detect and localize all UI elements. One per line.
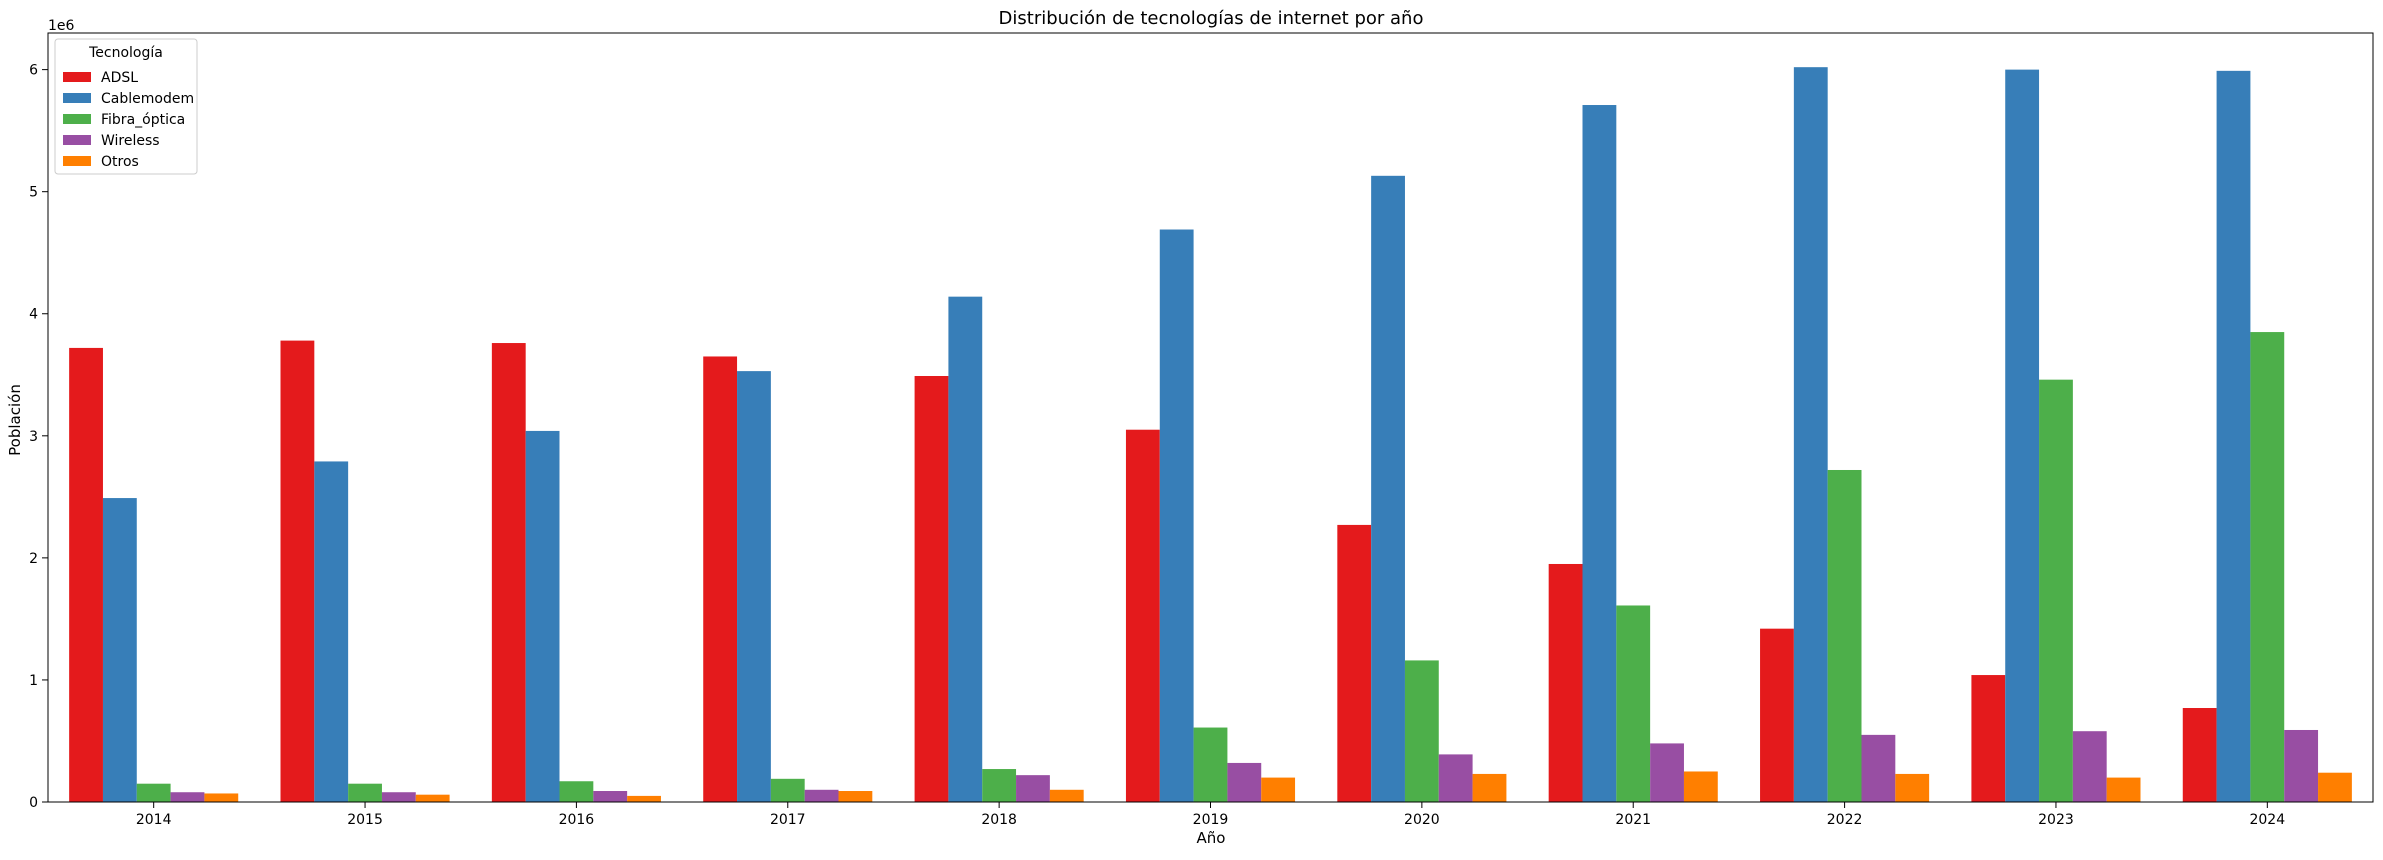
- bar-otros-2015: [415, 794, 450, 802]
- bar-cablemodem-2016: [525, 430, 560, 802]
- y-tick-label: 6: [29, 63, 38, 79]
- legend-label: Otros: [101, 154, 139, 170]
- bar-wireless-2014: [170, 792, 205, 802]
- bar-otros-2014: [204, 793, 239, 802]
- bar-fibra-ptica-2020: [1404, 660, 1439, 802]
- bar-otros-2022: [1895, 773, 1930, 802]
- y-tick-label: 1: [29, 673, 38, 689]
- legend-swatch: [63, 135, 91, 145]
- bar-wireless-2024: [2284, 729, 2319, 802]
- bar-cablemodem-2022: [1793, 67, 1828, 803]
- x-axis-title: Año: [1197, 829, 1226, 847]
- bar-adsl-2024: [2182, 708, 2217, 802]
- y-axis-title: Población: [6, 384, 24, 456]
- bar-adsl-2015: [280, 340, 315, 802]
- x-tick-label: 2018: [981, 812, 1017, 828]
- legend-swatch: [63, 114, 91, 124]
- bar-fibra-ptica-2014: [136, 783, 171, 802]
- x-axis-ticks: 2014 2015 2016 2017 2018 2019 2020 2021 2022 2023…: [136, 802, 2285, 828]
- y-tick-label: 5: [29, 185, 38, 201]
- bar-cablemodem-2017: [737, 371, 771, 802]
- bar-cablemodem-2023: [2005, 69, 2040, 803]
- x-tick-label: 2024: [2249, 812, 2285, 828]
- bar-fibra-ptica-2016: [559, 781, 594, 802]
- x-tick-label: 2021: [1615, 812, 1651, 828]
- bar-adsl-2017: [703, 356, 738, 802]
- y-axis-offset-label: 1e6: [48, 18, 75, 34]
- bar-adsl-2019: [1125, 429, 1160, 802]
- bar-fibra-ptica-2019: [1193, 727, 1228, 802]
- legend-label: ADSL: [101, 70, 138, 86]
- bar-adsl-2021: [1548, 563, 1583, 802]
- bar-adsl-2016: [491, 343, 526, 802]
- chart-title: Distribución de tecnologías de internet …: [999, 8, 1424, 29]
- y-tick-label: 0: [29, 795, 38, 811]
- bar-fibra-ptica-2018: [982, 769, 1017, 802]
- plot-frame: [47, 32, 2374, 803]
- bar-wireless-2018: [1016, 775, 1050, 802]
- bar-otros-2023: [2106, 777, 2141, 802]
- y-tick-label: 4: [29, 307, 38, 323]
- bar-fibra-ptica-2023: [2039, 379, 2073, 802]
- bars-group: [69, 67, 2352, 803]
- bar-cablemodem-2015: [314, 461, 349, 802]
- bar-fibra-ptica-2015: [348, 783, 382, 802]
- x-tick-label: 2014: [136, 812, 172, 828]
- x-tick-label: 2023: [2038, 812, 2074, 828]
- x-tick-label: 2016: [559, 812, 595, 828]
- bar-cablemodem-2019: [1159, 229, 1194, 802]
- bar-otros-2016: [627, 795, 661, 802]
- bar-otros-2019: [1261, 777, 1296, 802]
- x-tick-label: 2022: [1827, 812, 1863, 828]
- legend-title: Tecnología: [88, 45, 163, 61]
- bar-fibra-ptica-2021: [1616, 605, 1651, 802]
- x-tick-label: 2019: [1193, 812, 1229, 828]
- y-tick-label: 3: [29, 429, 38, 445]
- bar-otros-2024: [2318, 772, 2352, 802]
- bar-wireless-2016: [593, 791, 628, 802]
- bar-fibra-ptica-2024: [2250, 332, 2285, 802]
- legend-label: Fibra_óptica: [101, 112, 185, 128]
- bar-wireless-2022: [1861, 734, 1896, 802]
- bar-fibra-ptica-2022: [1827, 469, 1862, 802]
- bar-cablemodem-2014: [102, 498, 137, 802]
- bar-cablemodem-2021: [1582, 105, 1617, 802]
- bar-fibra-ptica-2017: [770, 778, 805, 802]
- legend-label: Cablemodem: [101, 91, 194, 107]
- bar-otros-2021: [1683, 771, 1718, 802]
- bar-adsl-2023: [1971, 675, 2006, 802]
- x-tick-label: 2017: [770, 812, 806, 828]
- bar-wireless-2019: [1227, 762, 1262, 802]
- bar-cablemodem-2020: [1371, 175, 1405, 802]
- x-tick-label: 2015: [347, 812, 383, 828]
- bar-otros-2020: [1472, 773, 1507, 802]
- bar-wireless-2023: [2072, 731, 2107, 802]
- bar-adsl-2014: [69, 347, 103, 802]
- bar-adsl-2018: [914, 376, 949, 802]
- y-axis-ticks: 0 1 2 3 4 5 6: [29, 63, 48, 811]
- bar-otros-2017: [838, 791, 873, 802]
- bar-wireless-2020: [1438, 754, 1473, 802]
- y-tick-label: 2: [29, 551, 38, 567]
- legend-label: Wireless: [101, 133, 160, 149]
- bar-adsl-2022: [1760, 628, 1794, 802]
- bar-wireless-2017: [804, 789, 839, 802]
- bar-cablemodem-2024: [2216, 70, 2251, 803]
- legend: Tecnología ADSL Cablemodem Fibra_óptica Wire…: [54, 38, 198, 175]
- bar-cablemodem-2018: [948, 296, 983, 802]
- bar-wireless-2021: [1650, 743, 1684, 802]
- bar-otros-2018: [1049, 789, 1084, 802]
- legend-swatch: [63, 93, 91, 103]
- bar-wireless-2015: [381, 792, 416, 802]
- legend-swatch: [63, 156, 91, 166]
- bar-adsl-2020: [1337, 524, 1372, 802]
- legend-swatch: [63, 72, 91, 82]
- x-tick-label: 2020: [1404, 812, 1440, 828]
